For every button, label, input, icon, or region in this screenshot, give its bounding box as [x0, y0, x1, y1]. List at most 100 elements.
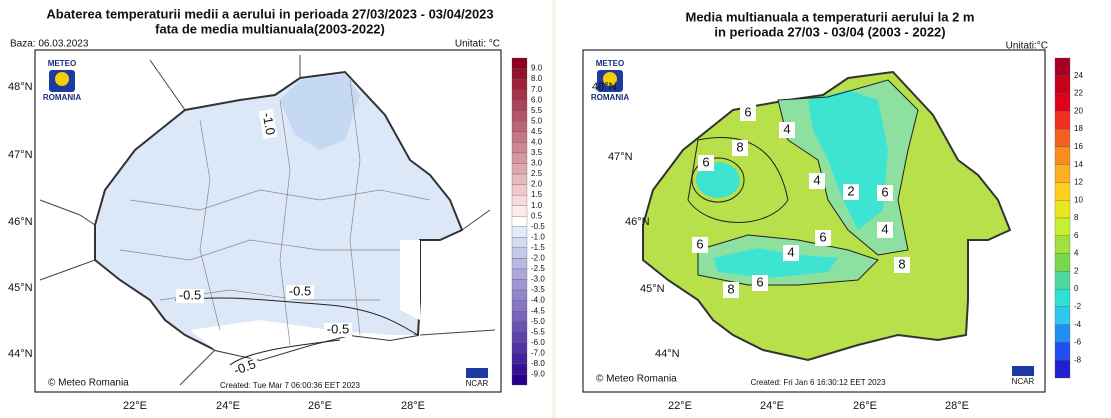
- colorbar-label: 8: [1074, 213, 1079, 222]
- contours: [174, 297, 419, 366]
- colorbar-label: 0.5: [531, 211, 543, 220]
- logo-sun: [603, 72, 617, 86]
- colorbar-label: 12: [1074, 178, 1083, 187]
- lon-label: 24°E: [760, 400, 784, 412]
- colorbar-label: -5.0: [531, 317, 545, 326]
- colorbar-label: -3.5: [531, 285, 545, 294]
- anomaly-area: [190, 320, 418, 360]
- colorbar-box: [1054, 217, 1071, 236]
- colorbar-box: [511, 268, 528, 280]
- title: Abaterea temperaturii medii a aerului in…: [46, 6, 493, 21]
- contour-label: -0.5: [232, 356, 258, 378]
- colorbar-box: [1054, 342, 1071, 361]
- contour-label-bg: [752, 275, 768, 291]
- lon-label: 28°E: [945, 400, 969, 412]
- colorbar-label: 2.5: [531, 169, 543, 178]
- colorbar-label: 16: [1074, 142, 1083, 151]
- colorbar-box: [511, 289, 528, 301]
- lon-label: 22°E: [123, 400, 147, 412]
- colorbar-box: [1054, 182, 1071, 201]
- lat-label: 45°N: [8, 282, 33, 294]
- colorbar-box: [511, 57, 528, 69]
- lon-label: 26°E: [853, 400, 877, 412]
- logo-text: ROMANIA: [591, 93, 629, 102]
- colorbar-box: [511, 332, 528, 343]
- colorbar-box: [1054, 75, 1071, 94]
- colorbar-box: [511, 121, 528, 132]
- colorbar-box: [1054, 253, 1071, 272]
- colorbar-box: [511, 100, 528, 111]
- colorbar-box: [1054, 200, 1071, 219]
- contour-label-bg: [286, 285, 314, 299]
- lon-label: 26°E: [308, 400, 332, 412]
- colorbar-box: [1054, 164, 1071, 183]
- contour-label-bg: [779, 122, 795, 138]
- lon-label: 28°E: [401, 400, 425, 412]
- colorbar-label: 1.0: [531, 201, 543, 210]
- colorbar-label: 5.0: [531, 116, 543, 125]
- temperature-area: [808, 90, 888, 230]
- colorbar-label: -9.0: [531, 370, 545, 379]
- colorbar-box: [1054, 111, 1071, 130]
- colorbar-label: -4: [1074, 320, 1082, 329]
- colorbar-box: [511, 374, 528, 386]
- units: Unitati:°C: [1006, 41, 1048, 52]
- logo-sun: [55, 72, 69, 86]
- neighbors: [39, 55, 496, 386]
- lat-label: 48°N: [592, 81, 617, 93]
- colorbar-box: [511, 353, 528, 365]
- colorbar-label: 20: [1074, 106, 1083, 115]
- colorbar-box: [511, 142, 528, 154]
- contour-label-bg: [723, 282, 739, 298]
- contour-label-bg: [229, 356, 261, 380]
- colorbar-label: 4.5: [531, 127, 543, 136]
- colorbar-box: [511, 279, 528, 291]
- contour-label: 6: [744, 104, 751, 119]
- colorbar-box: [511, 237, 528, 249]
- contour-label: 6: [819, 229, 826, 244]
- colorbar-label: -3.0: [531, 275, 545, 284]
- created: Created: Fri Jan 6 16:30:12 EET 2023: [750, 378, 886, 387]
- colorbar-label: 3.0: [531, 159, 543, 168]
- colorbar-box: [1054, 271, 1071, 290]
- colorbar-box: [1054, 306, 1071, 325]
- colorbar-box: [511, 226, 528, 238]
- colorbar-box: [511, 184, 528, 196]
- anomaly-area: [280, 74, 360, 150]
- colorbar-label: -2.5: [531, 264, 545, 273]
- colorbar-label: 2: [1074, 266, 1079, 275]
- contour-label: 6: [702, 154, 709, 169]
- colorbar-label: -0.5: [531, 222, 545, 231]
- colorbar-box: [1054, 324, 1071, 343]
- contour-label-bg: [894, 257, 910, 273]
- colorbar-label: 8.0: [531, 74, 543, 83]
- colorbar-box: [511, 363, 528, 375]
- colorbar-box: [1054, 235, 1071, 254]
- colorbar-label: -1.0: [531, 232, 545, 241]
- lon-label: 24°E: [216, 400, 240, 412]
- colorbar-label: 6.0: [531, 95, 543, 104]
- colorbar-label: 10: [1074, 195, 1083, 204]
- colorbar-label: 14: [1074, 160, 1083, 169]
- colorbar-box: [511, 216, 528, 227]
- colorbar-box: [1054, 128, 1071, 148]
- colorbar-label: 4: [1074, 249, 1079, 258]
- colorbar-label: -7.0: [531, 348, 545, 357]
- colorbar-label: -2.0: [531, 254, 545, 263]
- colorbar-label: 22: [1074, 89, 1083, 98]
- colorbar-box: [1054, 146, 1071, 165]
- contour-label: 8: [727, 281, 734, 296]
- colorbar-box: [1054, 93, 1071, 112]
- colorbar-label: 4.0: [531, 137, 543, 146]
- contour-label-bg: [783, 245, 799, 261]
- colorbar-label: -5.5: [531, 327, 545, 336]
- ncar: NCAR: [1012, 377, 1035, 386]
- colorbar-box: [1054, 57, 1071, 76]
- contour-label: 4: [787, 244, 794, 259]
- colorbar-label: -2: [1074, 302, 1082, 311]
- created: Created: Tue Mar 7 06:00:36 EET 2023: [220, 381, 360, 390]
- colorbar-label: -4.5: [531, 306, 545, 315]
- colorbar-label: -1.5: [531, 243, 545, 252]
- ncar: NCAR: [466, 379, 489, 388]
